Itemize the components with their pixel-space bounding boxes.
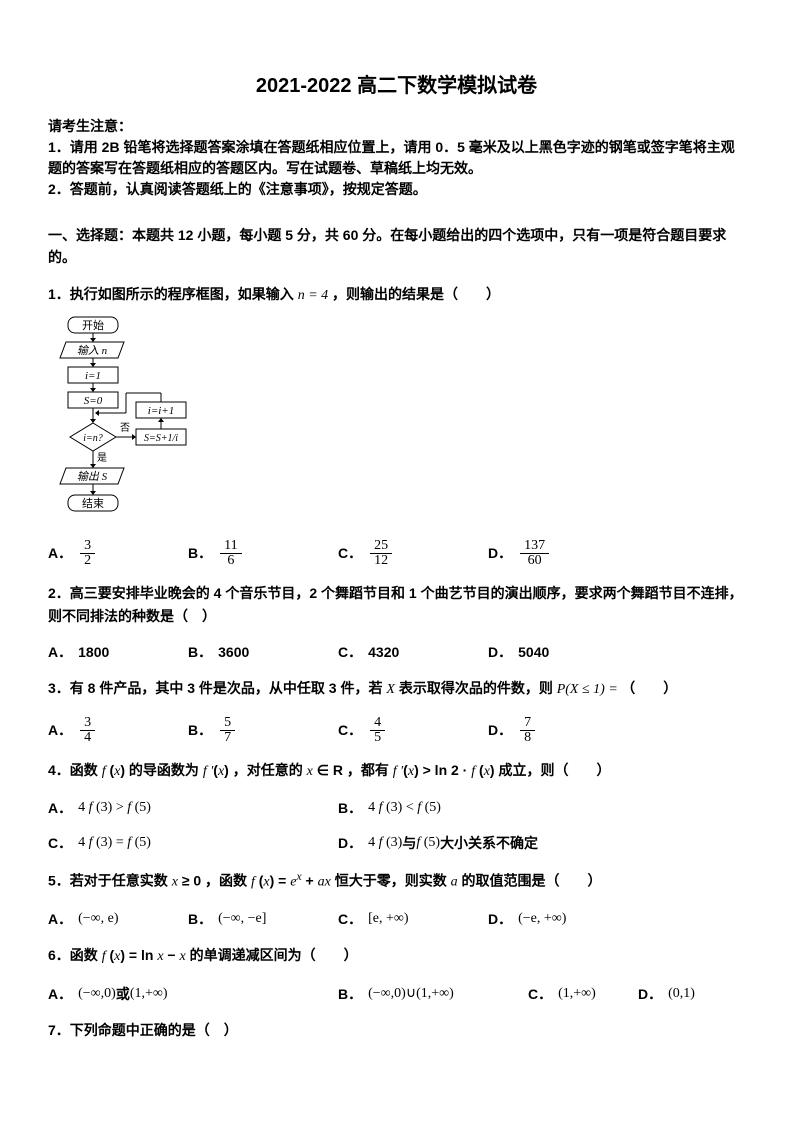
q1-eq: n = 4 [298, 288, 328, 303]
q5-opt-c: C．[e, +∞) [338, 908, 488, 930]
q1-text-b: ，则输出的结果是（ ） [328, 286, 500, 302]
question-5: 5．若对于任意实数 x ≥ 0 ，函数 f (x) = ex + ax 恒大于零… [48, 868, 745, 894]
notice-line-1: 1．请用 2B 铅笔将选择题答案涂填在答题纸相应位置上，请用 0．5 毫米及以上… [48, 137, 745, 179]
q2-opt-c: C．4320 [338, 641, 488, 663]
q3-opt-b: B．57 [188, 716, 338, 745]
q5-options: A．(−∞, e) B．(−∞, −e] C．[e, +∞) D．(−e, +∞… [48, 908, 745, 930]
svg-text:结束: 结束 [82, 497, 104, 510]
q2-opt-d: D．5040 [488, 641, 549, 663]
svg-text:是: 是 [97, 452, 107, 464]
q1-options: A．32 B．116 C．2512 D．13760 [48, 539, 745, 568]
q5-opt-a: A．(−∞, e) [48, 908, 188, 930]
q4-opt-b: B．4 f (3) < f (5) [338, 797, 628, 819]
svg-text:开始: 开始 [82, 318, 104, 332]
q5-opt-d: D．(−e, +∞) [488, 908, 566, 930]
question-7: 7．下列命题中正确的是（ ） [48, 1019, 745, 1041]
q1-opt-d: D．13760 [488, 539, 551, 568]
svg-text:输入 n: 输入 n [77, 344, 108, 357]
question-4: 4．函数 f (x) 的导函数为 f ′(x) ，对任意的 x ∈ R ，都有 … [48, 759, 745, 783]
question-1: 1．执行如图所示的程序框图，如果输入 n = 4 ，则输出的结果是（ ） [48, 283, 745, 307]
q3-opt-a: A．34 [48, 716, 188, 745]
notice-line-2: 2．答题前，认真阅读答题纸上的《注意事项》，按规定答题。 [48, 179, 745, 200]
q2-opt-a: A．1800 [48, 641, 188, 663]
q3-opt-d: D．78 [488, 716, 537, 745]
q2-options: A．1800 B．3600 C．4320 D．5040 [48, 641, 745, 663]
flowchart-diagram: 开始 输入 n i=1 S=0 i=n? 否 S=S+1/i i=i+1 是 输… [48, 315, 198, 525]
q1-opt-c: C．2512 [338, 539, 488, 568]
q3-opt-c: C．45 [338, 716, 488, 745]
q1-opt-b: B．116 [188, 539, 338, 568]
notice-header: 请考生注意： [48, 116, 745, 137]
q1-opt-a: A．32 [48, 539, 188, 568]
q4-opt-d: D．4 f (3) 与 f (5) 大小关系不确定 [338, 832, 538, 854]
q6-opt-a: A．(−∞,0)或(1,+∞) [48, 983, 338, 1005]
q6-opt-c: C．(1,+∞) [528, 983, 638, 1005]
svg-text:i=i+1: i=i+1 [148, 405, 174, 417]
question-6: 6．函数 f (x) = ln x − x 的单调递减区间为（ ） [48, 944, 745, 968]
q2-opt-b: B．3600 [188, 641, 338, 663]
svg-text:S=0: S=0 [84, 395, 103, 407]
q5-opt-b: B．(−∞, −e] [188, 908, 338, 930]
page-title: 2021-2022 高二下数学模拟试卷 [48, 70, 745, 102]
svg-text:输出 S: 输出 S [77, 470, 108, 483]
question-2: 2．高三要安排毕业晚会的 4 个音乐节目，2 个舞蹈节目和 1 个曲艺节目的演出… [48, 582, 745, 627]
q1-text-a: 1．执行如图所示的程序框图，如果输入 [48, 286, 298, 302]
question-3: 3．有 8 件产品，其中 3 件是次品，从中任取 3 件，若 X 表示取得次品的… [48, 677, 745, 701]
svg-text:S=S+1/i: S=S+1/i [144, 433, 178, 444]
q6-opt-b: B．(−∞,0)∪(1,+∞) [338, 983, 528, 1005]
q6-options: A．(−∞,0)或(1,+∞) B．(−∞,0)∪(1,+∞) C．(1,+∞)… [48, 983, 745, 1005]
svg-text:否: 否 [120, 422, 130, 434]
q4-options: A．4 f (3) > f (5) B．4 f (3) < f (5) C．4 … [48, 797, 745, 854]
q4-opt-a: A．4 f (3) > f (5) [48, 797, 338, 819]
flowchart-svg: 开始 输入 n i=1 S=0 i=n? 否 S=S+1/i i=i+1 是 输… [48, 315, 198, 525]
q6-opt-d: D．(0,1) [638, 983, 695, 1005]
svg-text:i=1: i=1 [85, 370, 101, 382]
svg-text:i=n?: i=n? [83, 433, 103, 444]
q4-opt-c: C．4 f (3) = f (5) [48, 832, 338, 854]
section-1-heading: 一、选择题：本题共 12 小题，每小题 5 分，共 60 分。在每小题给出的四个… [48, 224, 745, 269]
q3-options: A．34 B．57 C．45 D．78 [48, 716, 745, 745]
